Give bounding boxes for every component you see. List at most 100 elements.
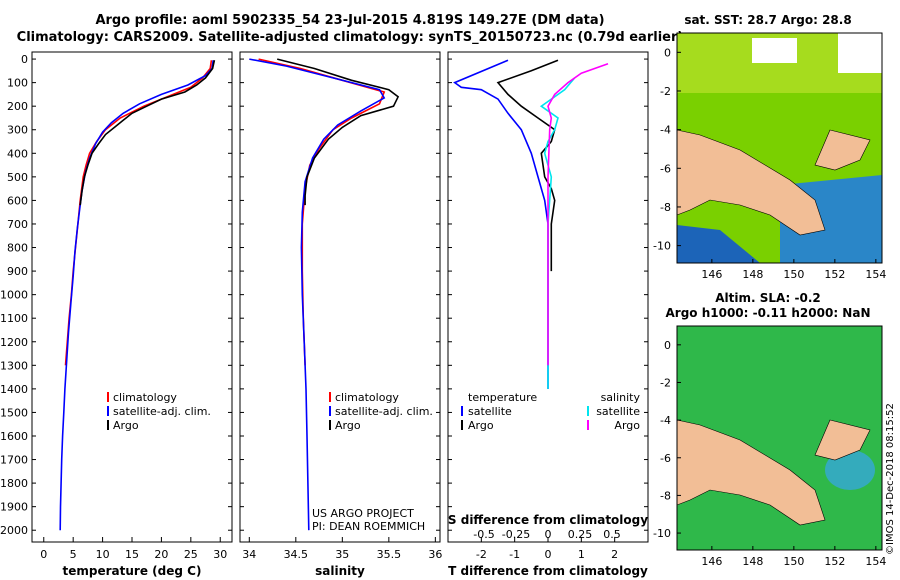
depth-tick-label: 1100	[0, 312, 28, 325]
sst-land-png	[676, 129, 826, 236]
series-line-satellite-adj-clim-	[249, 58, 386, 531]
x2-tick-label: 0.25	[568, 528, 593, 541]
map-lat-label: -6	[660, 162, 671, 175]
sst-missing-2	[838, 33, 882, 73]
diff-legend-temperature: temperature	[468, 391, 537, 404]
sst-missing-1	[752, 38, 797, 63]
diff-legend-argo-t: Argo	[468, 419, 494, 432]
map-lon-label: 148	[742, 555, 763, 568]
x-tick-label: 10	[96, 548, 110, 561]
map-lat-label: -2	[660, 376, 671, 389]
t-difference-axis-label: T difference from climatology	[448, 564, 648, 578]
x-tick-label: 36	[428, 548, 442, 561]
depth-tick-label: 1900	[0, 501, 28, 514]
sla-map-title-2: Argo h1000: -0.11 h2000: NaN	[665, 306, 870, 320]
x-tick-label: 30	[213, 548, 227, 561]
legend-climatology-label: climatology	[113, 391, 177, 404]
map-lat-label: -2	[660, 85, 671, 98]
salinity-panel-frame	[239, 51, 441, 543]
map-lon-label: 150	[783, 268, 804, 281]
x-tick-label: 25	[184, 548, 198, 561]
depth-tick-label: 700	[7, 218, 28, 231]
x-tick-label: 34	[242, 548, 256, 561]
sst-land-newbritain	[814, 129, 871, 171]
sla-map-frame	[676, 325, 883, 551]
x-tick-label: 20	[154, 548, 168, 561]
depth-tick-label: 1300	[0, 359, 28, 372]
map-lon-label: 150	[783, 555, 804, 568]
diff-legend-argo-s: Argo	[614, 419, 640, 432]
depth-tick-label: 300	[7, 124, 28, 137]
map-lat-label: -8	[660, 489, 671, 502]
depth-tick-label: 1700	[0, 454, 28, 467]
credit-line-1: US ARGO PROJECT	[312, 507, 414, 520]
depth-tick-label: 600	[7, 194, 28, 207]
series-line-argo-s	[547, 63, 609, 366]
sst-map-frame	[676, 32, 883, 264]
x2-tick-label: -0.25	[502, 528, 530, 541]
depth-tick-label: 400	[7, 147, 28, 160]
x-tick-label: 0	[545, 548, 552, 561]
depth-tick-label: 1200	[0, 336, 28, 349]
diff-legend-sat-s: satellite	[596, 405, 640, 418]
legend-s-satellite-label: satellite-adj. clim.	[335, 405, 433, 418]
map-lon-label: 154	[865, 555, 886, 568]
sla-low-patch	[825, 450, 875, 490]
sst-map-title: sat. SST: 28.7 Argo: 28.8	[684, 13, 851, 27]
s-difference-axis-label: S difference from climatology	[448, 513, 648, 527]
axis-ticks: 0 5 10 15 20 25 300100200300400500600700800900…	[0, 53, 648, 561]
sla-land-newbritain	[814, 419, 871, 461]
sst-map	[676, 32, 883, 264]
salinity-legend: climatology satellite-adj. clim. Argo	[329, 391, 433, 432]
imos-timestamp: ©IMOS 14-Dec-2018 08:15:52	[885, 403, 896, 555]
map-lat-label: -8	[660, 201, 671, 214]
sla-map-ticks: 146 148 150 152 154 0 -2 -4 -6 -8 -10	[653, 339, 886, 568]
map-lon-label: 152	[824, 555, 845, 568]
x2-tick-label: 0	[545, 528, 552, 541]
x-tick-label: 35	[335, 548, 349, 561]
map-lat-label: -10	[653, 527, 671, 540]
profile-lines	[59, 58, 609, 531]
depth-tick-label: 200	[7, 100, 28, 113]
map-lat-label: 0	[664, 339, 671, 352]
x-tick-label: 2	[611, 548, 618, 561]
difference-legend: temperature salinity satellite Argo sate…	[461, 391, 641, 432]
x-tick-label: -1	[509, 548, 520, 561]
salinity-axis-label: salinity	[315, 564, 365, 578]
map-lon-label: 148	[742, 268, 763, 281]
x-tick-label: 1	[578, 548, 585, 561]
depth-tick-label: 800	[7, 242, 28, 255]
depth-tick-label: 1800	[0, 477, 28, 490]
map-lat-label: -6	[660, 452, 671, 465]
x2-tick-label: -0.5	[473, 528, 494, 541]
legend-argo-label: Argo	[113, 419, 139, 432]
depth-tick-label: 1000	[0, 289, 28, 302]
credit-line-2: PI: DEAN ROEMMICH	[312, 520, 425, 533]
depth-tick-label: 1500	[0, 406, 28, 419]
series-line-climatology	[64, 60, 213, 366]
legend-s-climatology-label: climatology	[335, 391, 399, 404]
temperature-legend: climatology satellite-adj. clim. Argo	[107, 391, 211, 432]
series-line-satellite-adj-clim-	[59, 60, 214, 531]
depth-tick-label: 500	[7, 171, 28, 184]
title-line-1: Argo profile: aoml 5902335_54 23-Jul-201…	[95, 13, 604, 28]
title-line-2: Climatology: CARS2009. Satellite-adjuste…	[17, 30, 684, 45]
depth-tick-label: 1600	[0, 430, 28, 443]
map-lat-label: -10	[653, 240, 671, 253]
series-line-argo	[277, 58, 400, 206]
x-tick-label: 34.5	[284, 548, 309, 561]
depth-tick-label: 1400	[0, 383, 28, 396]
depth-tick-label: 2000	[0, 524, 28, 537]
series-line-argo-t	[496, 59, 559, 272]
series-line-satellite-t	[453, 59, 549, 389]
sst-map-ticks: 146 148 150 152 154 0 -2 -4 -6 -8 -10	[653, 46, 886, 281]
legend-s-argo-label: Argo	[335, 419, 361, 432]
x-tick-label: -2	[476, 548, 487, 561]
x-tick-label: 35.5	[377, 548, 402, 561]
depth-tick-label: 0	[21, 53, 28, 66]
x-tick-label: 15	[125, 548, 139, 561]
diff-legend-salinity: salinity	[601, 391, 641, 404]
legend-satellite-label: satellite-adj. clim.	[113, 405, 211, 418]
depth-tick-label: 100	[7, 77, 28, 90]
